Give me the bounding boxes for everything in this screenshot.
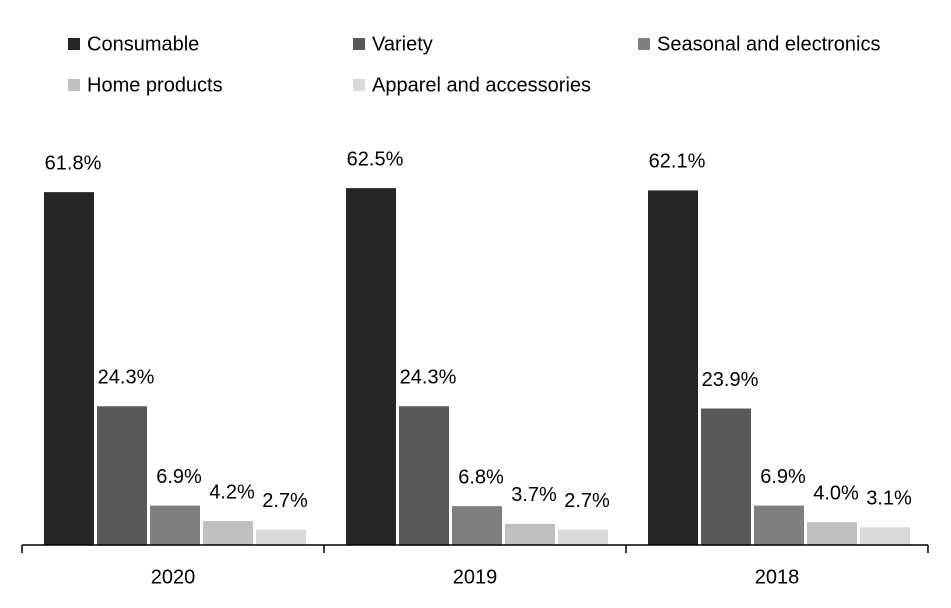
legend-label: Seasonal and electronics: [657, 33, 880, 55]
value-label: 61.8%: [45, 152, 102, 174]
bar: [754, 505, 804, 545]
legend-swatch: [68, 38, 80, 50]
bar: [97, 406, 147, 545]
x-tick-label: 2019: [453, 566, 498, 588]
bar: [150, 505, 200, 545]
value-label: 23.9%: [702, 369, 759, 391]
value-label: 3.7%: [511, 484, 557, 506]
value-label: 24.3%: [400, 367, 457, 389]
legend-swatch: [353, 38, 365, 50]
legend-label: Variety: [372, 33, 433, 55]
bar: [399, 406, 449, 545]
bar: [203, 521, 253, 545]
bar: [505, 523, 555, 545]
bar: [807, 522, 857, 545]
legend-label: Home products: [87, 74, 223, 96]
value-label: 6.8%: [458, 466, 504, 488]
value-label: 2.7%: [564, 490, 610, 512]
bar: [44, 192, 94, 545]
bar: [860, 527, 910, 545]
value-label: 4.2%: [209, 481, 255, 503]
x-tick-label: 2020: [151, 566, 196, 588]
legend-swatch: [353, 79, 365, 91]
value-label: 2.7%: [262, 490, 308, 512]
legend-label: Apparel and accessories: [372, 74, 591, 96]
bar: [648, 190, 698, 545]
bar: [256, 529, 306, 545]
value-label: 4.0%: [813, 482, 859, 504]
bar: [346, 188, 396, 545]
legend-swatch: [638, 38, 650, 50]
legend-label: Consumable: [87, 33, 199, 55]
value-label: 3.1%: [866, 488, 912, 510]
value-label: 24.3%: [98, 367, 155, 389]
bar: [452, 506, 502, 545]
value-label: 62.5%: [347, 148, 404, 170]
value-label: 62.1%: [649, 151, 706, 173]
bar: [701, 408, 751, 545]
bar: [558, 529, 608, 545]
value-label: 6.9%: [156, 466, 202, 488]
x-tick-label: 2018: [755, 566, 800, 588]
value-label: 6.9%: [760, 466, 806, 488]
legend-swatch: [68, 79, 80, 91]
